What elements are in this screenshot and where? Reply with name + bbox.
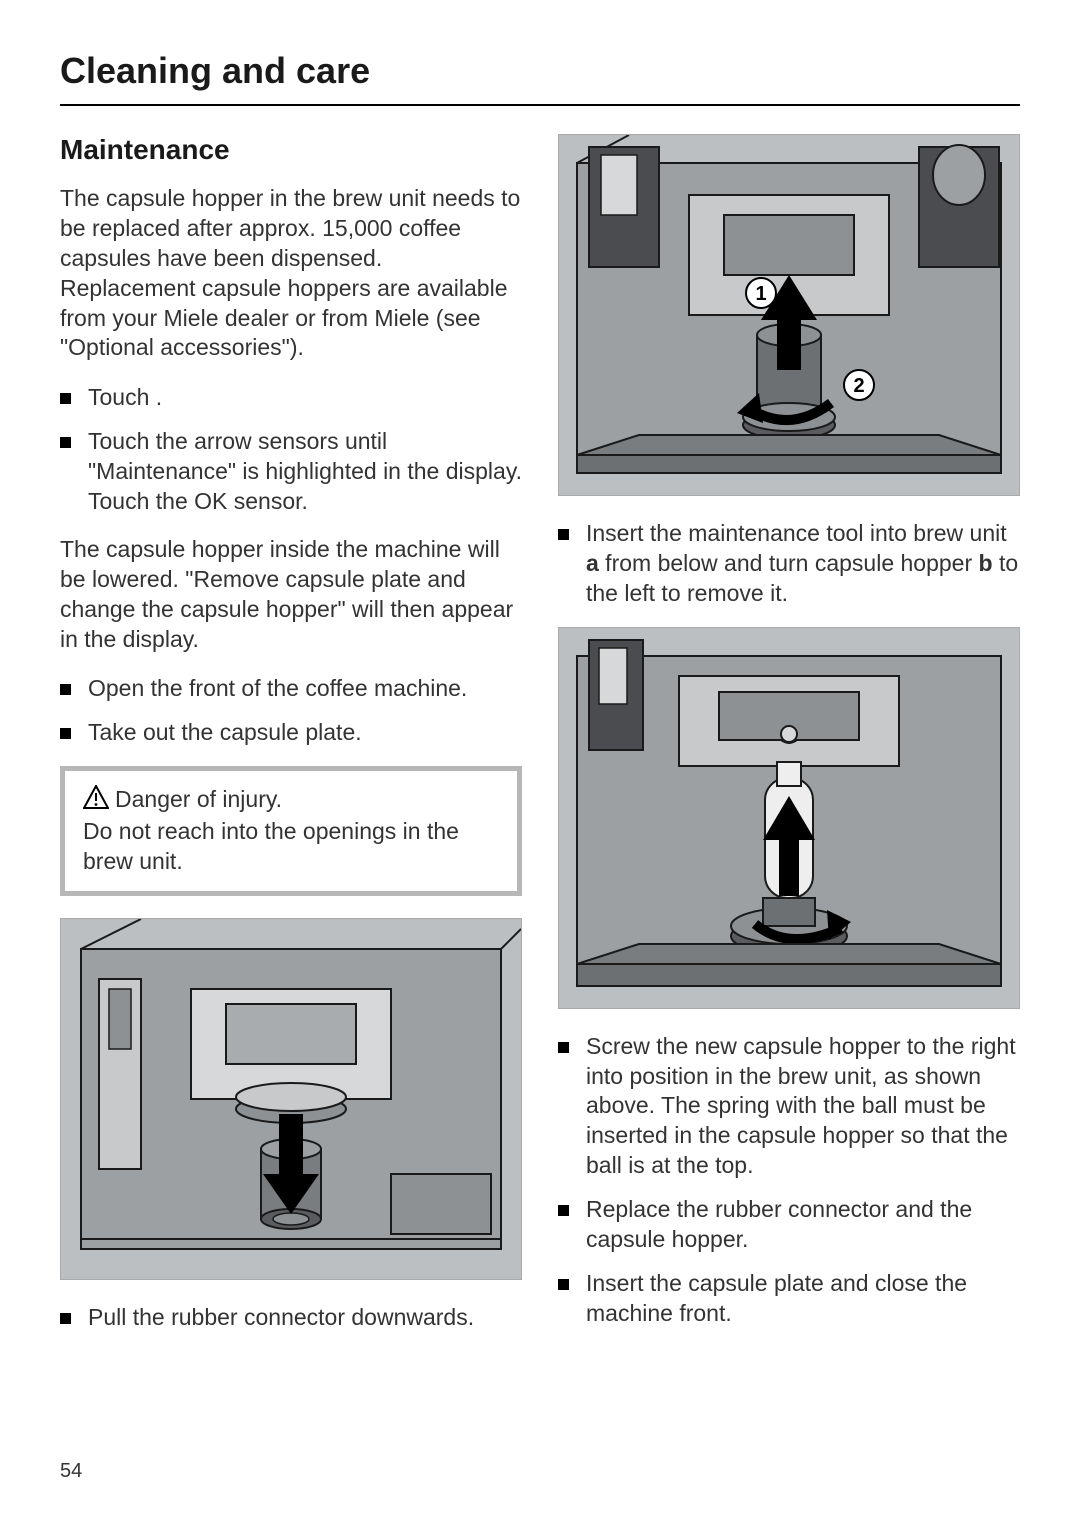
steps-final: Screw the new capsule hopper to the righ…	[558, 1032, 1020, 1329]
list-item: Pull the rubber connector downwards.	[60, 1303, 522, 1333]
warning-title: Danger of injury.	[115, 786, 282, 812]
warning-icon	[83, 785, 109, 817]
list-item: Touch the arrow sensors until "Maintenan…	[60, 427, 522, 517]
step-after-fig1: Insert the maintenance tool into brew un…	[558, 519, 1020, 609]
callout-2: 2	[853, 375, 864, 397]
label-b: b	[979, 550, 993, 576]
figure-maintenance-tool: 1 2	[558, 134, 1020, 496]
steps-list-1: Touch . Touch the arrow sensors until "M…	[60, 383, 522, 517]
right-column: 1 2 Insert the maintenance tool into bre…	[558, 134, 1020, 1351]
list-item: Open the front of the coffee machine.	[60, 674, 522, 704]
warning-body: Do not reach into the openings in the br…	[83, 818, 459, 874]
steps-list-3: Pull the rubber connector downwards.	[60, 1303, 522, 1333]
list-item: Replace the rubber connector and the cap…	[558, 1195, 1020, 1255]
label-a: a	[586, 550, 599, 576]
list-item: Insert the maintenance tool into brew un…	[558, 519, 1020, 609]
intro-paragraph: The capsule hopper in the brew unit need…	[60, 184, 522, 363]
list-item: Insert the capsule plate and close the m…	[558, 1269, 1020, 1329]
figure-new-hopper	[558, 627, 1020, 1009]
list-item: Touch .	[60, 383, 522, 413]
list-item: Take out the capsule plate.	[60, 718, 522, 748]
callout-1: 1	[755, 283, 766, 305]
warning-box: Danger of injury. Do not reach into the …	[60, 766, 522, 896]
page-title: Cleaning and care	[60, 50, 1020, 106]
page-number: 54	[60, 1460, 82, 1483]
steps-list-2: Open the front of the coffee machine. Ta…	[60, 674, 522, 748]
left-column: Maintenance The capsule hopper in the br…	[60, 134, 522, 1351]
list-item: Screw the new capsule hopper to the righ…	[558, 1032, 1020, 1181]
section-heading-maintenance: Maintenance	[60, 134, 522, 166]
mid-paragraph: The capsule hopper inside the machine wi…	[60, 535, 522, 655]
two-column-layout: Maintenance The capsule hopper in the br…	[60, 134, 1020, 1351]
figure-brew-unit-down	[60, 918, 522, 1280]
